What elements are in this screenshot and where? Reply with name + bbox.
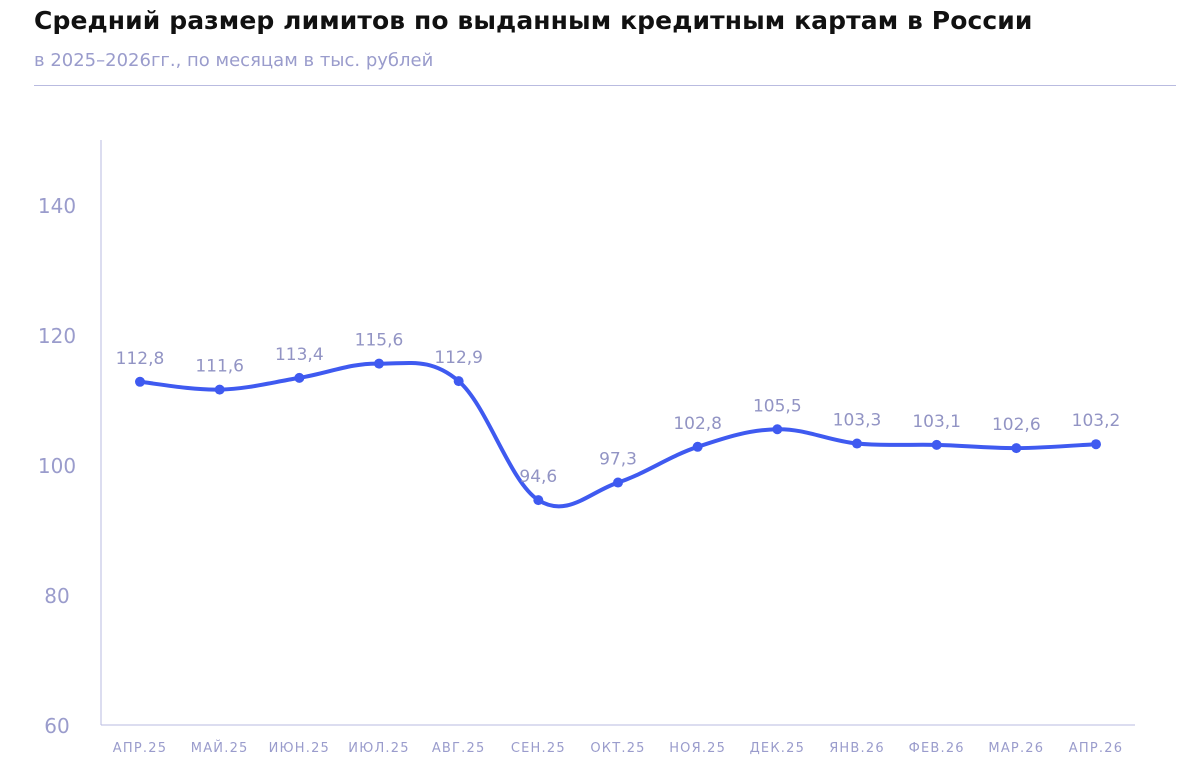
data-label: 103,3	[833, 411, 882, 431]
data-label: 112,9	[434, 348, 483, 368]
data-point	[135, 376, 145, 387]
data-label: 105,5	[753, 396, 802, 416]
data-point	[1011, 443, 1022, 454]
x-tick-label: АПР.26	[1069, 741, 1123, 756]
data-point	[772, 424, 783, 435]
data-label: 103,1	[912, 412, 961, 432]
y-axis-ticks: 60 80 100 120 140	[38, 194, 76, 738]
data-point	[374, 358, 384, 369]
data-label: 102,6	[992, 415, 1041, 435]
data-point	[533, 495, 544, 506]
data-point	[453, 376, 464, 387]
x-tick-label: АВГ.25	[432, 741, 486, 756]
data-points	[135, 358, 1101, 506]
chart-axes	[100, 140, 1135, 726]
y-tick-label: 60	[44, 714, 69, 738]
data-label: 94,6	[519, 467, 557, 487]
series-line	[138, 360, 1098, 509]
y-tick-label: 140	[38, 194, 76, 218]
x-tick-label: АПР.25	[113, 741, 167, 756]
x-tick-label: ИЮЛ.25	[348, 741, 409, 756]
data-label: 103,2	[1072, 411, 1121, 431]
data-label: 112,8	[116, 349, 165, 369]
data-label: 115,6	[355, 331, 404, 351]
chart-title: Средний размер лимитов по выданным креди…	[34, 6, 1033, 35]
x-tick-label: ДЕК.25	[750, 741, 805, 756]
data-point	[214, 384, 225, 395]
x-tick-label: ИЮН.25	[269, 741, 330, 756]
x-tick-label: ОКТ.25	[590, 741, 645, 756]
x-tick-label: СЕН.25	[511, 741, 566, 756]
x-tick-label: МАР.26	[988, 741, 1044, 756]
x-tick-label: ФЕВ.26	[909, 741, 965, 756]
x-tick-label: ЯНВ.26	[829, 741, 885, 756]
y-tick-label: 120	[38, 324, 76, 348]
y-tick-label: 100	[38, 454, 76, 478]
data-label: 97,3	[599, 450, 637, 470]
data-point	[852, 438, 862, 449]
data-labels: 112,8 111,6 113,4 115,6 112,9 94,6 97,3 102,8 10…	[116, 331, 1121, 488]
data-point	[294, 372, 305, 383]
data-point	[931, 439, 942, 450]
data-point	[692, 441, 703, 452]
x-axis-ticks: АПР.25 МАЙ.25 ИЮН.25 ИЮЛ.25 АВГ.25 СЕН.25 ОКТ.…	[113, 740, 1123, 756]
header-divider	[34, 85, 1176, 86]
x-tick-label: МАЙ.25	[191, 740, 249, 756]
y-tick-label: 80	[44, 584, 69, 608]
x-tick-label: НОЯ.25	[669, 741, 726, 756]
data-point	[1091, 439, 1101, 450]
data-point	[613, 477, 623, 488]
data-label: 111,6	[195, 357, 244, 377]
data-label: 113,4	[275, 345, 324, 365]
data-label: 102,8	[673, 414, 722, 434]
chart-subtitle: в 2025–2026гг., по месяцам в тыс. рублей	[34, 50, 434, 71]
